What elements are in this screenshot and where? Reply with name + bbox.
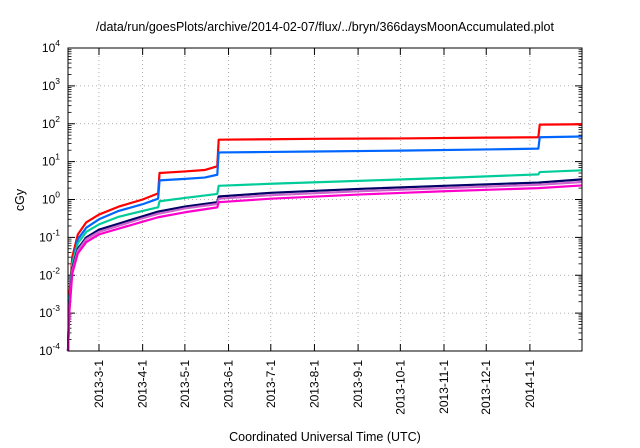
x-axis-label: Coordinated Universal Time (UTC) — [229, 430, 421, 444]
series-line-5 — [66, 180, 583, 352]
x-tick-label: 2013-5-1 — [178, 360, 192, 408]
x-axis-ticks: 2013-3-1 2013-4-1 2013-5-1 2013-6-1 2013-7-1… — [92, 48, 537, 415]
series-line-1 — [66, 123, 583, 352]
y-tick-label: 10-2 — [39, 265, 60, 282]
y-tick-label: 100 — [42, 190, 60, 207]
y-tick-label: 104 — [42, 38, 60, 55]
x-tick-label: 2013-6-1 — [222, 360, 236, 408]
x-tick-label: 2013-4-1 — [136, 360, 150, 408]
series-line-6 — [66, 184, 583, 352]
y-tick-label: 102 — [42, 114, 60, 131]
x-tick-label: 2013-12-1 — [479, 360, 493, 415]
x-tick-label: 2013-11-1 — [437, 360, 451, 414]
y-axis-label: cGy — [13, 188, 27, 211]
x-tick-label: 2013-9-1 — [351, 360, 365, 408]
x-tick-label: 2013-7-1 — [264, 360, 278, 408]
y-tick-label: 10-3 — [39, 303, 60, 320]
chart-title: /data/run/goesPlots/archive/2014-02-07/f… — [96, 20, 554, 34]
series-line-4 — [66, 178, 583, 352]
x-tick-label: 2013-3-1 — [92, 360, 106, 408]
y-tick-label: 103 — [42, 76, 60, 93]
y-tick-label: 10-4 — [39, 341, 60, 358]
x-tick-label: 2013-10-1 — [393, 360, 407, 415]
plot-frame — [67, 47, 583, 352]
grid-lines — [68, 48, 582, 351]
series-line-2 — [66, 135, 583, 352]
x-tick-label: 2014-1-1 — [523, 360, 537, 408]
y-tick-label: 101 — [42, 152, 60, 169]
series-line-3 — [66, 169, 583, 352]
y-axis-ticks: 10-4 10-3 10-2 10-1 100 101 102 103 104 — [39, 38, 582, 358]
y-tick-label: 10-1 — [39, 227, 60, 244]
data-series — [66, 123, 583, 352]
x-tick-label: 2013-8-1 — [307, 360, 321, 408]
